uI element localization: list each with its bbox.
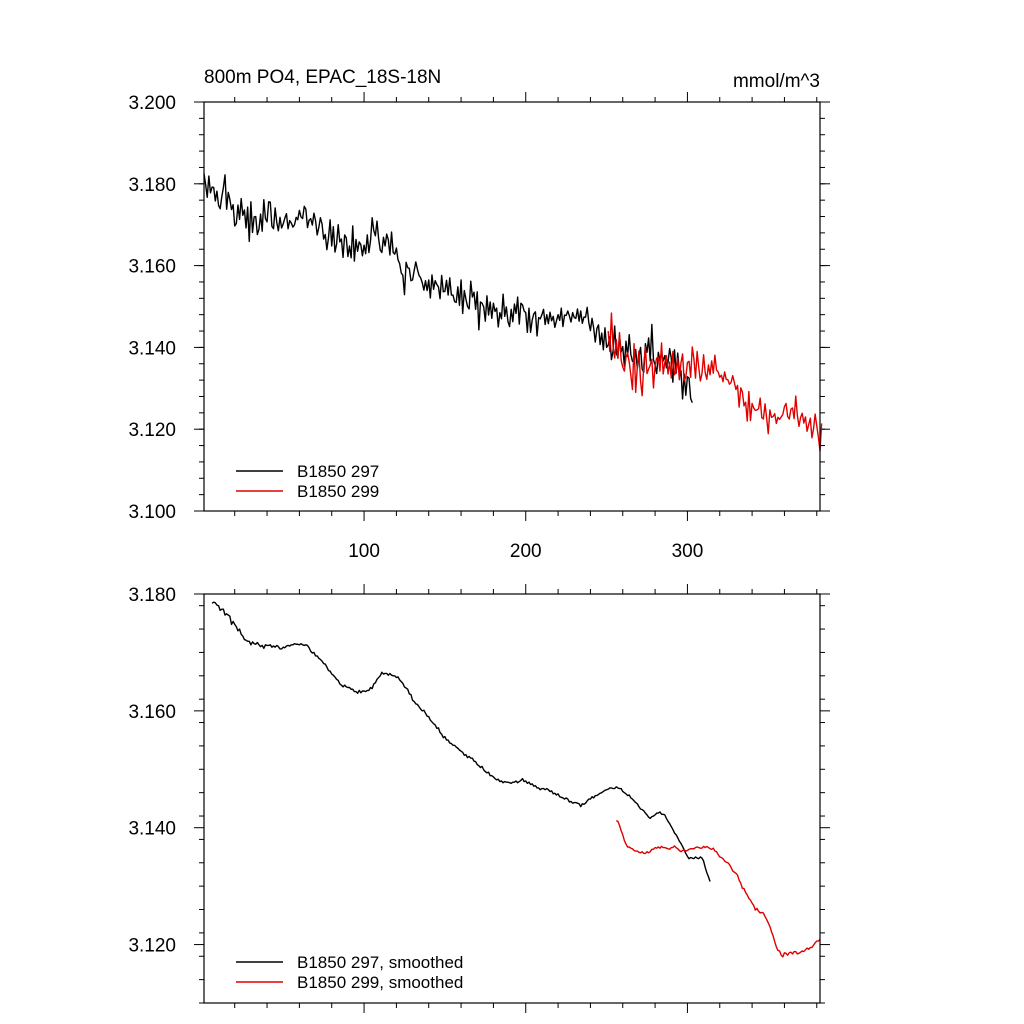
top-ytick-label: 3.180 [128,175,176,196]
bottom-plot-frame [203,593,821,1004]
bottom-panel: 3.120 3.140 3.160 3.180 B1850 297, smoothed… [128,584,830,1013]
top-ytick-label: 3.100 [128,502,176,523]
top-ytick-label: 3.200 [128,93,176,114]
bottom-ytick-label: 3.140 [128,819,176,840]
bottom-ytick-label: 3.160 [128,702,176,723]
top-ytick-label: 3.140 [128,338,176,359]
top-series-line-1 [607,312,823,452]
bottom-ytick-label: 3.120 [128,936,176,957]
top-ytick-label: 3.160 [128,257,176,278]
top-xtick-label: 200 [510,541,542,562]
top-legend: B1850 297 B1850 299 [236,462,379,501]
top-xtick-label: 100 [348,541,380,562]
bottom-series-line-1 [616,820,821,958]
top-chart-units: mmol/m^3 [733,71,820,92]
top-ticks: 3.100 3.120 3.140 3.160 3.180 3.200 100 200 300 [128,92,830,562]
bottom-legend-label-0: B1850 297, smoothed [297,953,463,972]
top-chart-title: 800m PO4, EPAC_18S-18N [204,67,441,88]
top-plot-frame [203,101,821,512]
bottom-ticks: 3.120 3.140 3.160 3.180 [128,584,830,1013]
top-xtick-label: 300 [672,541,704,562]
bottom-series-group [211,601,821,958]
bottom-ytick-label: 3.180 [128,585,176,606]
bottom-legend: B1850 297, smoothed B1850 299, smoothed [236,953,463,992]
top-series-line-0 [203,173,693,403]
top-panel: 800m PO4, EPAC_18S-18N mmol/m^3 3.1003.1… [128,67,830,562]
bottom-series-line-0 [211,601,711,882]
top-ytick-label: 3.120 [128,420,176,441]
top-series-group [203,173,823,452]
top-legend-label-0: B1850 297 [297,462,379,481]
bottom-legend-label-1: B1850 299, smoothed [297,973,463,992]
top-legend-label-1: B1850 299 [297,482,379,501]
